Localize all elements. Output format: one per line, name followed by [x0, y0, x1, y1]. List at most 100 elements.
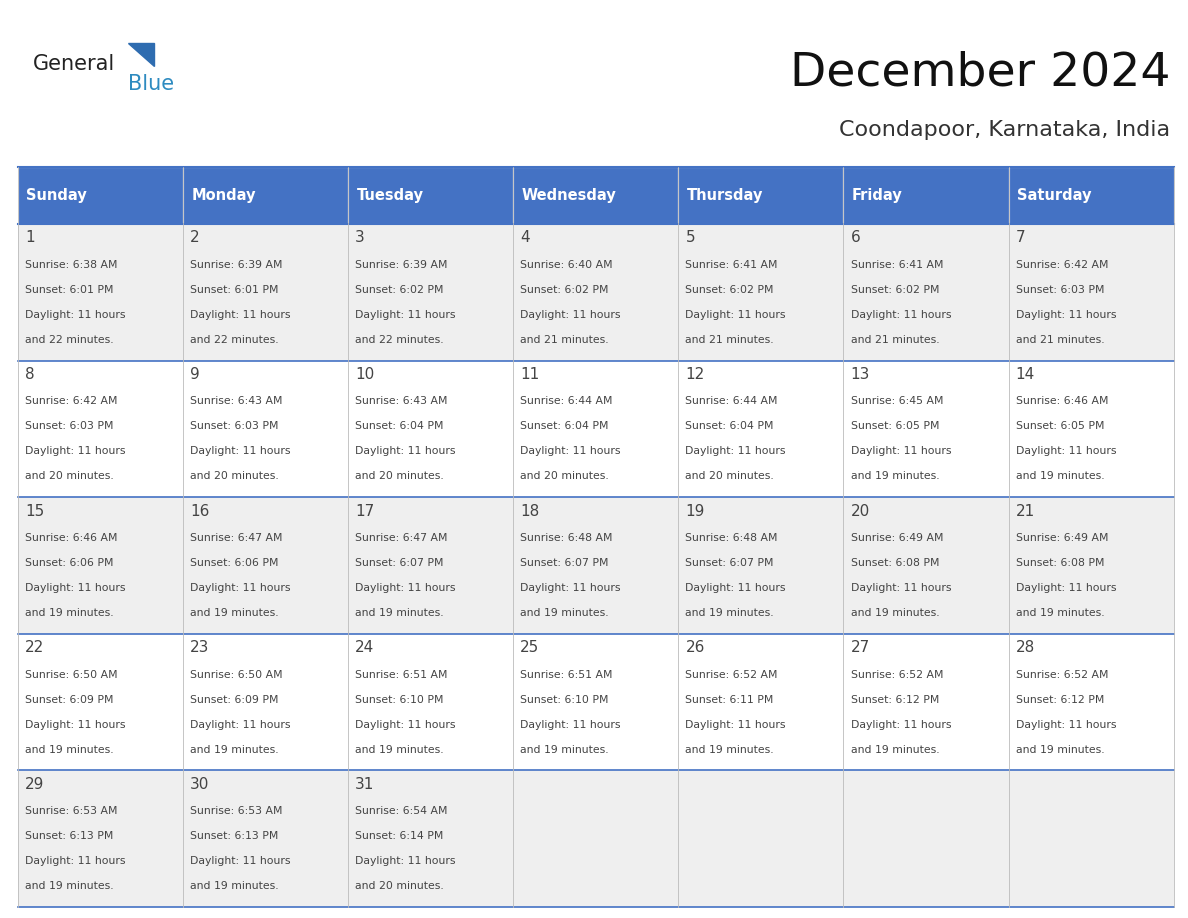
Text: and 19 minutes.: and 19 minutes.: [685, 744, 775, 755]
Text: Sunrise: 6:52 AM: Sunrise: 6:52 AM: [1016, 669, 1108, 679]
Text: Sunset: 6:07 PM: Sunset: 6:07 PM: [685, 558, 773, 568]
Text: Daylight: 11 hours: Daylight: 11 hours: [190, 309, 291, 319]
Text: Sunset: 6:12 PM: Sunset: 6:12 PM: [1016, 695, 1104, 705]
Bar: [1009, 167, 1174, 224]
Text: Sunrise: 6:53 AM: Sunrise: 6:53 AM: [25, 806, 118, 816]
Text: Sunrise: 6:51 AM: Sunrise: 6:51 AM: [355, 669, 448, 679]
Text: Sunset: 6:03 PM: Sunset: 6:03 PM: [25, 421, 113, 431]
Text: and 19 minutes.: and 19 minutes.: [190, 881, 279, 891]
Text: Sunset: 6:08 PM: Sunset: 6:08 PM: [1016, 558, 1104, 568]
Text: Sunrise: 6:39 AM: Sunrise: 6:39 AM: [355, 260, 448, 270]
Text: and 19 minutes.: and 19 minutes.: [355, 608, 444, 618]
Text: 2: 2: [190, 230, 200, 245]
Text: Sunset: 6:13 PM: Sunset: 6:13 PM: [190, 831, 278, 841]
Text: 6: 6: [851, 230, 860, 245]
Text: Sunset: 6:07 PM: Sunset: 6:07 PM: [355, 558, 443, 568]
Text: Sunset: 6:02 PM: Sunset: 6:02 PM: [520, 285, 608, 295]
Text: Sunset: 6:08 PM: Sunset: 6:08 PM: [851, 558, 939, 568]
Text: Monday: Monday: [191, 188, 255, 203]
Text: and 19 minutes.: and 19 minutes.: [851, 744, 940, 755]
Bar: [843, 167, 1009, 224]
Text: and 20 minutes.: and 20 minutes.: [355, 471, 444, 481]
Text: Daylight: 11 hours: Daylight: 11 hours: [851, 446, 952, 456]
Text: and 19 minutes.: and 19 minutes.: [851, 471, 940, 481]
Text: and 19 minutes.: and 19 minutes.: [190, 608, 279, 618]
Text: Sunset: 6:05 PM: Sunset: 6:05 PM: [1016, 421, 1104, 431]
Text: and 19 minutes.: and 19 minutes.: [520, 744, 609, 755]
Text: 20: 20: [851, 504, 870, 519]
Text: December 2024: December 2024: [790, 50, 1170, 96]
Text: and 19 minutes.: and 19 minutes.: [355, 744, 444, 755]
Text: 23: 23: [190, 640, 209, 655]
Text: 9: 9: [190, 367, 200, 382]
Text: Sunrise: 6:47 AM: Sunrise: 6:47 AM: [190, 533, 283, 543]
Text: Daylight: 11 hours: Daylight: 11 hours: [851, 309, 952, 319]
Text: 19: 19: [685, 504, 704, 519]
Text: and 21 minutes.: and 21 minutes.: [685, 335, 775, 345]
Text: and 19 minutes.: and 19 minutes.: [25, 881, 114, 891]
Text: Daylight: 11 hours: Daylight: 11 hours: [355, 583, 456, 593]
Text: 28: 28: [1016, 640, 1035, 655]
Text: Sunset: 6:04 PM: Sunset: 6:04 PM: [355, 421, 443, 431]
Text: Sunday: Sunday: [26, 188, 87, 203]
Text: 15: 15: [25, 504, 44, 519]
Text: 29: 29: [25, 777, 44, 792]
Text: Daylight: 11 hours: Daylight: 11 hours: [25, 583, 126, 593]
Bar: [18, 167, 183, 224]
Text: Sunset: 6:12 PM: Sunset: 6:12 PM: [851, 695, 939, 705]
Text: Daylight: 11 hours: Daylight: 11 hours: [355, 446, 456, 456]
Text: Sunrise: 6:48 AM: Sunrise: 6:48 AM: [685, 533, 778, 543]
Text: and 21 minutes.: and 21 minutes.: [1016, 335, 1105, 345]
Text: and 19 minutes.: and 19 minutes.: [25, 744, 114, 755]
Text: Sunrise: 6:53 AM: Sunrise: 6:53 AM: [190, 806, 283, 816]
Bar: [348, 167, 513, 224]
Text: 13: 13: [851, 367, 870, 382]
Text: Daylight: 11 hours: Daylight: 11 hours: [1016, 446, 1117, 456]
Text: and 20 minutes.: and 20 minutes.: [25, 471, 114, 481]
Text: Sunset: 6:14 PM: Sunset: 6:14 PM: [355, 831, 443, 841]
Text: Sunset: 6:02 PM: Sunset: 6:02 PM: [685, 285, 773, 295]
Text: 8: 8: [25, 367, 34, 382]
Text: Sunrise: 6:38 AM: Sunrise: 6:38 AM: [25, 260, 118, 270]
Text: Daylight: 11 hours: Daylight: 11 hours: [685, 309, 786, 319]
Text: Sunrise: 6:43 AM: Sunrise: 6:43 AM: [355, 397, 448, 407]
Text: Sunrise: 6:52 AM: Sunrise: 6:52 AM: [685, 669, 778, 679]
Text: Sunrise: 6:42 AM: Sunrise: 6:42 AM: [25, 397, 118, 407]
Text: and 20 minutes.: and 20 minutes.: [520, 471, 609, 481]
Text: General: General: [33, 54, 115, 74]
Bar: [678, 167, 843, 224]
Text: Sunset: 6:04 PM: Sunset: 6:04 PM: [520, 421, 608, 431]
Text: 7: 7: [1016, 230, 1025, 245]
Text: and 20 minutes.: and 20 minutes.: [685, 471, 775, 481]
Text: 4: 4: [520, 230, 530, 245]
Text: Daylight: 11 hours: Daylight: 11 hours: [851, 583, 952, 593]
Text: Sunset: 6:03 PM: Sunset: 6:03 PM: [1016, 285, 1104, 295]
Text: Sunrise: 6:41 AM: Sunrise: 6:41 AM: [685, 260, 778, 270]
Text: and 22 minutes.: and 22 minutes.: [25, 335, 114, 345]
Text: 12: 12: [685, 367, 704, 382]
Text: and 20 minutes.: and 20 minutes.: [190, 471, 279, 481]
Text: 26: 26: [685, 640, 704, 655]
Text: Daylight: 11 hours: Daylight: 11 hours: [190, 446, 291, 456]
Text: Saturday: Saturday: [1017, 188, 1092, 203]
Text: and 21 minutes.: and 21 minutes.: [520, 335, 609, 345]
Text: Sunrise: 6:51 AM: Sunrise: 6:51 AM: [520, 669, 613, 679]
Text: 27: 27: [851, 640, 870, 655]
Text: Sunrise: 6:50 AM: Sunrise: 6:50 AM: [25, 669, 118, 679]
Text: Friday: Friday: [852, 188, 903, 203]
Text: Sunrise: 6:50 AM: Sunrise: 6:50 AM: [190, 669, 283, 679]
Text: Sunset: 6:01 PM: Sunset: 6:01 PM: [25, 285, 113, 295]
Text: Daylight: 11 hours: Daylight: 11 hours: [685, 446, 786, 456]
Text: Sunset: 6:10 PM: Sunset: 6:10 PM: [355, 695, 443, 705]
Text: Sunset: 6:11 PM: Sunset: 6:11 PM: [685, 695, 773, 705]
Text: Sunset: 6:13 PM: Sunset: 6:13 PM: [25, 831, 113, 841]
Text: 5: 5: [685, 230, 695, 245]
Text: Sunrise: 6:41 AM: Sunrise: 6:41 AM: [851, 260, 943, 270]
Text: and 22 minutes.: and 22 minutes.: [190, 335, 279, 345]
Text: Sunset: 6:03 PM: Sunset: 6:03 PM: [190, 421, 278, 431]
Text: 3: 3: [355, 230, 365, 245]
Text: Daylight: 11 hours: Daylight: 11 hours: [520, 446, 621, 456]
Text: Daylight: 11 hours: Daylight: 11 hours: [685, 583, 786, 593]
Bar: [18, 633, 1174, 770]
Text: Sunrise: 6:46 AM: Sunrise: 6:46 AM: [25, 533, 118, 543]
